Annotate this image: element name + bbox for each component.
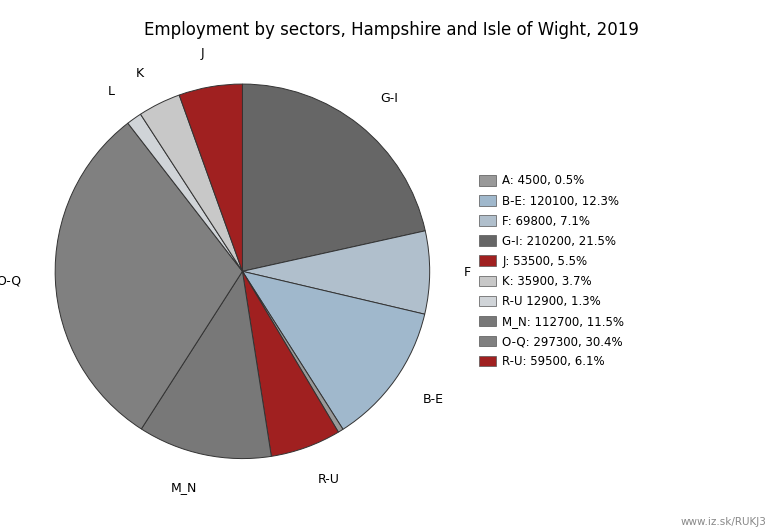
Wedge shape [242,84,425,271]
Wedge shape [127,114,242,271]
Wedge shape [242,271,343,432]
Text: G-I: G-I [381,93,399,105]
Text: K: K [136,67,145,80]
Text: www.iz.sk/RUKJ3: www.iz.sk/RUKJ3 [680,517,766,527]
Wedge shape [142,271,271,459]
Legend: A: 4500, 0.5%, B-E: 120100, 12.3%, F: 69800, 7.1%, G-I: 210200, 21.5%, J: 53500,: A: 4500, 0.5%, B-E: 120100, 12.3%, F: 69… [475,171,628,372]
Wedge shape [242,231,429,314]
Text: B-E: B-E [422,393,443,406]
Wedge shape [179,84,242,271]
Wedge shape [242,271,339,456]
Text: O-Q: O-Q [0,275,22,288]
Wedge shape [242,271,425,429]
Text: F: F [464,266,471,279]
Text: L: L [108,85,115,97]
Wedge shape [141,95,242,271]
Text: R-U: R-U [317,472,339,486]
Text: J: J [201,47,205,60]
Text: M_N: M_N [170,481,197,494]
Wedge shape [56,123,242,429]
Text: Employment by sectors, Hampshire and Isle of Wight, 2019: Employment by sectors, Hampshire and Isl… [144,21,638,39]
